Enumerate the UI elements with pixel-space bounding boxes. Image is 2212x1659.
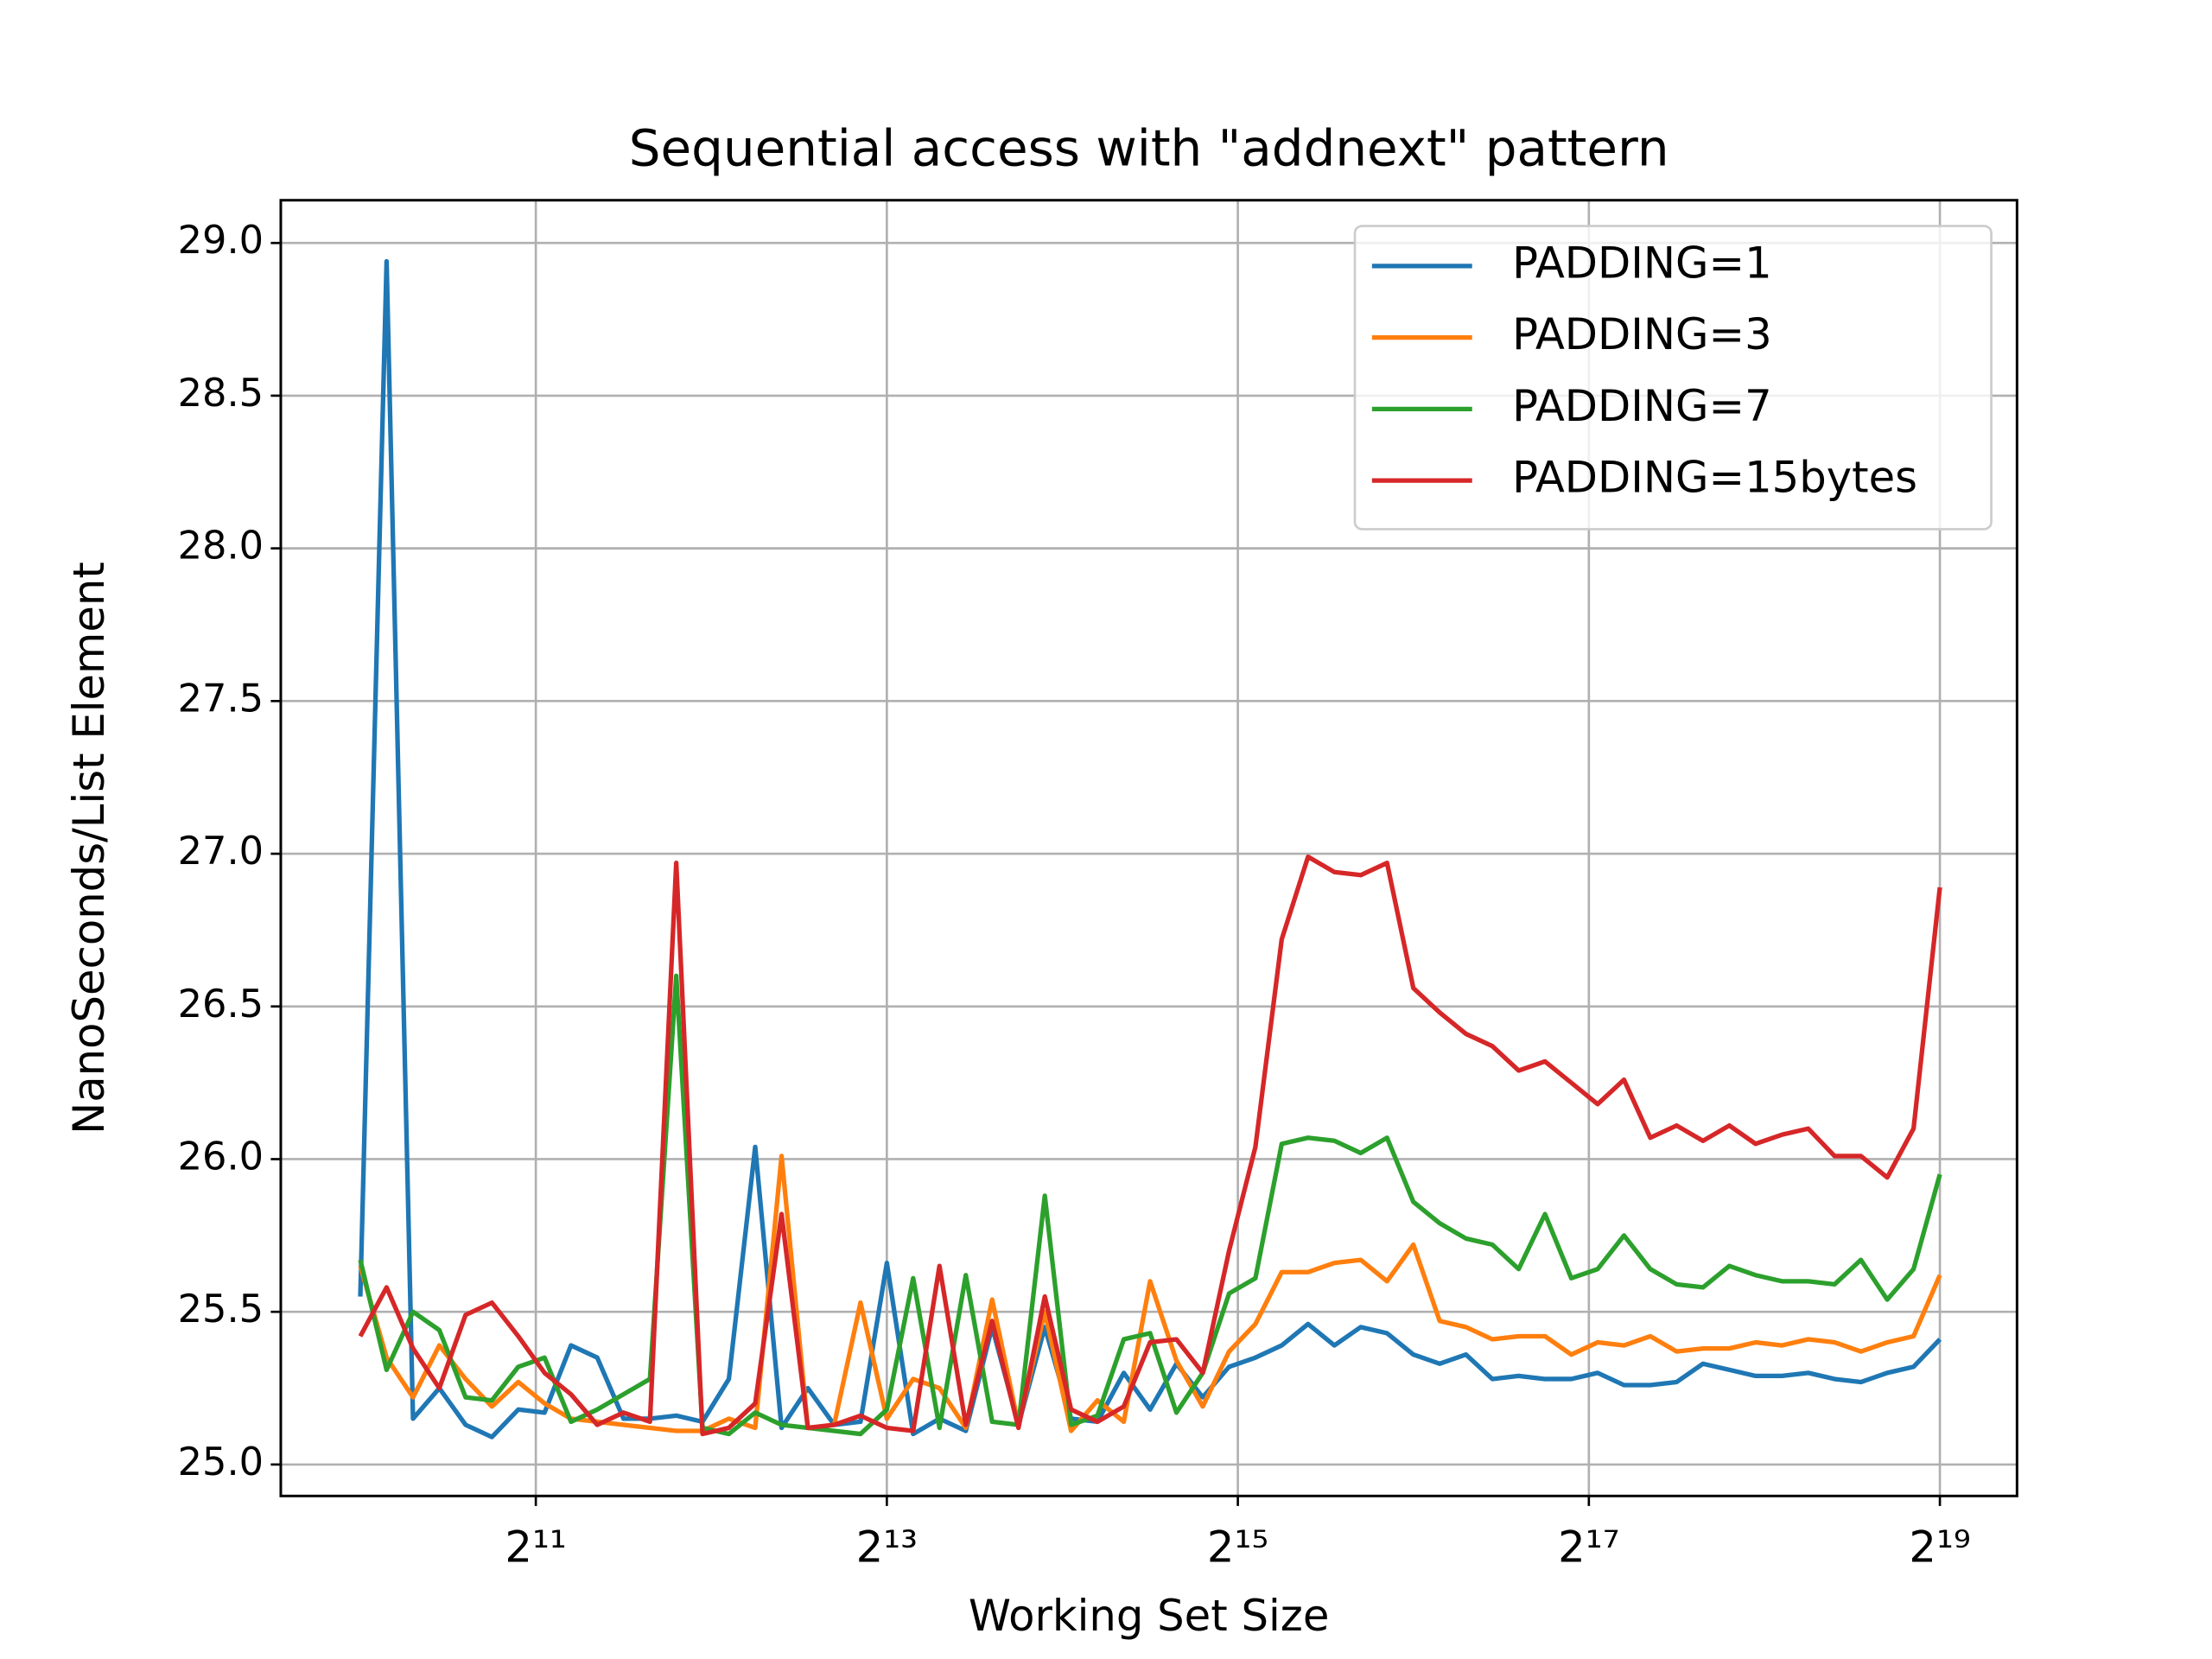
legend-label: PADDING=7 [1512, 381, 1772, 431]
legend-label: PADDING=15bytes [1512, 453, 1917, 503]
y-axis-label: NanoSeconds/List Element [64, 562, 114, 1135]
chart-title: Sequential access with "addnext" pattern [629, 119, 1669, 178]
x-tick-label: 2¹⁷ [1558, 1522, 1619, 1573]
data-line [358, 258, 1942, 1440]
x-tick-label: 2¹⁹ [1909, 1522, 1970, 1573]
y-tick-label: 25.5 [178, 1287, 264, 1332]
legend-label: PADDING=1 [1512, 238, 1772, 288]
x-tick-label: 2¹¹ [505, 1522, 566, 1573]
y-tick-label: 25.0 [178, 1440, 264, 1484]
data-line [358, 1154, 1942, 1433]
y-tick-label: 26.5 [178, 982, 264, 1027]
y-tick-label: 27.5 [178, 676, 264, 721]
x-tick-label: 2¹³ [856, 1522, 918, 1573]
y-tick-label: 27.0 [178, 829, 264, 874]
legend-label: PADDING=3 [1512, 309, 1772, 359]
legend-box [1353, 225, 1993, 531]
x-tick-label: 2¹⁵ [1207, 1522, 1268, 1573]
y-tick-label: 28.5 [178, 371, 264, 416]
y-tick-label: 29.0 [178, 218, 264, 263]
data-line [358, 973, 1942, 1437]
plot-frame [279, 199, 2018, 1497]
y-tick-label: 28.0 [178, 524, 264, 569]
data-line [358, 854, 1942, 1437]
x-axis-label: Working Set Size [969, 1591, 1329, 1641]
y-tick-label: 26.0 [178, 1134, 264, 1179]
